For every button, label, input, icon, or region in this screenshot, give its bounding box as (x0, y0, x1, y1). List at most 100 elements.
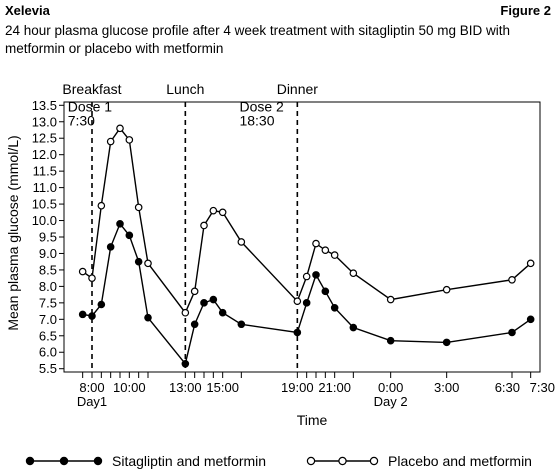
x-tick-label: 21:00 (318, 380, 351, 395)
meal-label: Lunch (166, 81, 204, 97)
legend-marker (338, 456, 347, 466)
data-point (134, 203, 143, 212)
y-tick-label: 9.0 (39, 246, 57, 261)
data-point (125, 136, 134, 144)
data-point (508, 276, 516, 284)
y-tick-label: 9.5 (39, 230, 57, 245)
x-tick-label: 19:00 (281, 380, 314, 395)
y-tick-label: 5.5 (39, 361, 57, 376)
dose-annotation: 7:30 (68, 113, 95, 129)
data-point (526, 315, 535, 324)
data-point (302, 272, 311, 281)
data-point (526, 259, 535, 268)
chart-subtitle: 24 hour plasma glucose profile after 4 w… (5, 23, 510, 56)
data-point (209, 206, 218, 215)
x-axis-label: Time (297, 412, 328, 428)
data-point (312, 271, 320, 279)
figure-label: Figure 2 (500, 3, 551, 18)
dose-annotation: Dose 2 (239, 99, 284, 115)
y-tick-label: 13.5 (32, 98, 57, 113)
y-tick-label: 6.0 (39, 345, 57, 360)
data-point (190, 320, 199, 329)
legend-marker (369, 456, 379, 466)
data-point (144, 259, 152, 268)
dose-annotation: Dose 1 (68, 99, 113, 115)
y-tick-label: 10.0 (32, 213, 57, 228)
y-tick-label: 12.0 (32, 147, 57, 162)
legend-label: Sitagliptin and metformin (112, 453, 266, 469)
data-point (312, 239, 320, 248)
legend-marker (25, 456, 35, 466)
data-point (106, 137, 115, 146)
data-point (330, 303, 339, 312)
data-point (181, 359, 190, 368)
data-point (200, 299, 208, 307)
x-tick-label: 6:30 (495, 380, 520, 395)
y-tick-label: 6.5 (39, 328, 57, 343)
y-tick-label: 11.5 (33, 164, 57, 179)
legend-marker (93, 456, 103, 466)
data-point (97, 300, 106, 309)
data-point (125, 231, 134, 240)
plot-area: 5.56.06.57.07.58.08.59.09.510.010.511.01… (32, 81, 555, 409)
data-point (218, 308, 227, 317)
x-tick-label: 3:00 (434, 380, 459, 395)
x-tick-label: 0:00 (378, 380, 403, 395)
data-point (88, 274, 96, 282)
x-tick-label: 10:00 (113, 380, 146, 395)
data-point (200, 221, 208, 230)
data-point (78, 267, 87, 276)
legend-label: Placebo and metformin (388, 453, 532, 469)
x-tick-label: 8:00 (79, 380, 104, 395)
x-tick-label: 7:30 (530, 380, 555, 395)
brand-title: Xelevia (5, 3, 50, 18)
data-point (349, 323, 358, 332)
x-day-label: Day1 (77, 394, 107, 409)
data-point (116, 220, 124, 228)
y-tick-label: 12.5 (32, 131, 57, 146)
data-point (330, 251, 339, 259)
data-point (106, 243, 115, 251)
data-point (442, 338, 451, 347)
y-tick-label: 8.0 (39, 279, 57, 294)
meal-label: Dinner (277, 81, 319, 97)
y-tick-label: 10.5 (32, 197, 57, 212)
y-tick-label: 8.5 (39, 262, 57, 277)
data-point (302, 299, 311, 307)
data-point (321, 246, 330, 254)
data-point (181, 308, 190, 317)
data-point (218, 208, 227, 217)
data-point (209, 295, 218, 304)
legend-marker (59, 456, 69, 466)
y-axis-label: Mean plasma glucose (mmol/L) (5, 135, 21, 330)
y-tick-label: 7.0 (39, 312, 57, 327)
series-line (82, 127, 532, 315)
data-point (237, 238, 246, 246)
data-point (97, 201, 106, 210)
data-point (321, 287, 330, 296)
dose-annotation: 18:30 (239, 113, 274, 129)
data-point (386, 336, 395, 345)
series-line (82, 222, 532, 366)
x-tick-label: 15:00 (206, 380, 239, 395)
chart-legend: Sitagliptin and metformin Placebo and met… (25, 453, 532, 469)
data-point (293, 297, 302, 306)
y-tick-label: 7.5 (39, 295, 57, 310)
data-point (508, 328, 516, 337)
data-point (386, 295, 395, 304)
data-point (88, 312, 96, 320)
data-point (237, 320, 246, 329)
legend-marker (306, 456, 316, 466)
data-point (144, 313, 152, 322)
data-point (349, 269, 358, 278)
data-point (78, 310, 87, 319)
meal-label: Breakfast (62, 81, 121, 97)
y-tick-label: 11.0 (33, 180, 57, 195)
data-point (293, 328, 302, 337)
data-point (442, 285, 451, 294)
data-point (190, 287, 199, 296)
data-point (134, 257, 143, 266)
y-tick-label: 13.0 (32, 114, 57, 129)
x-day-label: Day 2 (374, 394, 408, 409)
